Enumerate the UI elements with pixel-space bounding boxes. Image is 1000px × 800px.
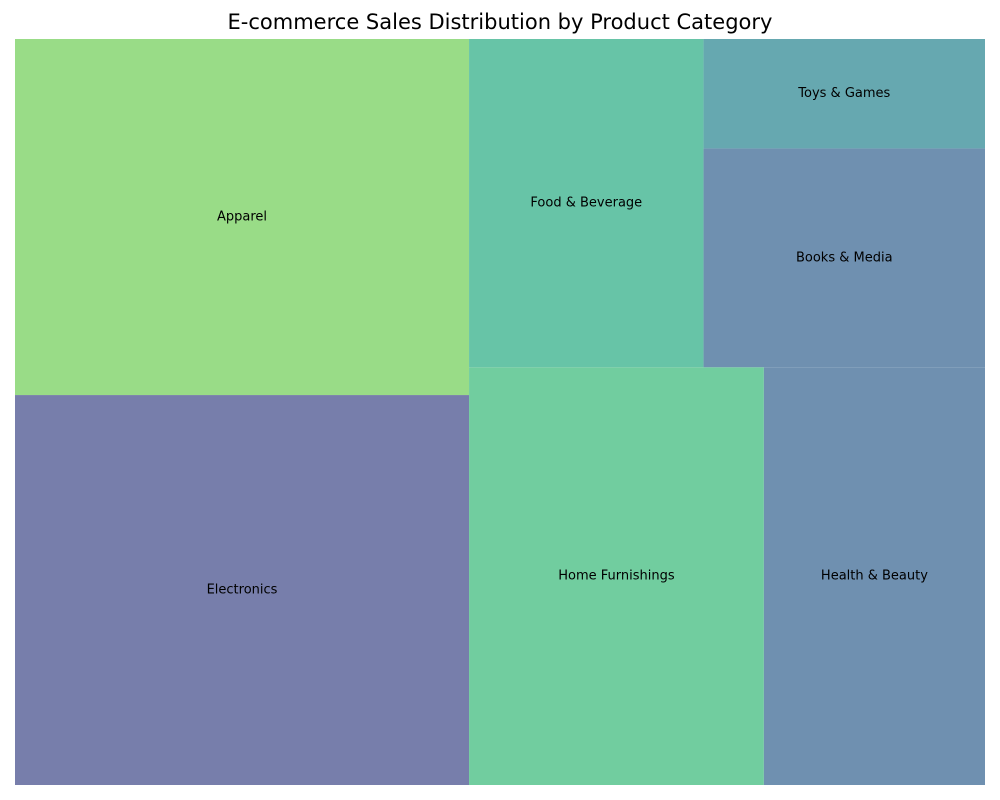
tile-label-electronics: Electronics (207, 583, 278, 598)
tile-label-home-furnishings: Home Furnishings (558, 569, 675, 584)
tile-food-beverage (469, 39, 704, 368)
tile-label-apparel: Apparel (217, 210, 267, 225)
tile-home-furnishings (469, 367, 764, 785)
tile-label-health-beauty: Health & Beauty (821, 569, 928, 584)
tile-toys-games (703, 39, 985, 149)
tile-books-media (703, 148, 985, 368)
tile-electronics (15, 395, 470, 785)
tile-health-beauty (763, 367, 985, 785)
tile-label-food-beverage: Food & Beverage (530, 196, 642, 211)
tile-label-books-media: Books & Media (796, 250, 893, 265)
tile-label-toys-games: Toys & Games (797, 86, 890, 101)
chart-title: E-commerce Sales Distribution by Product… (227, 10, 773, 34)
tile-apparel (15, 39, 470, 396)
